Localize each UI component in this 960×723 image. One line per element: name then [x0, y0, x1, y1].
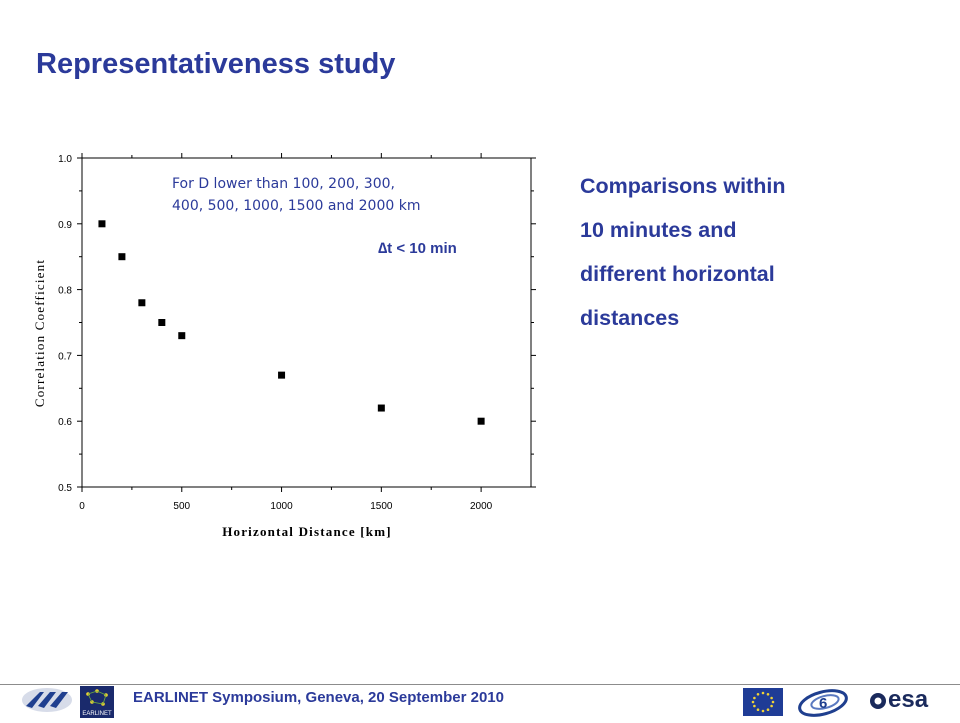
y-tick-label: 0.5 [58, 483, 72, 494]
esa-logo-label: esa [888, 686, 929, 713]
y-tick-label: 0.8 [58, 286, 72, 297]
x-axis-label: Horizontal Distance [km] [222, 524, 392, 539]
data-point [477, 417, 485, 425]
data-point [178, 332, 186, 340]
page-title: Representativeness study [36, 48, 396, 80]
data-point [98, 220, 106, 228]
x-tick-label: 500 [173, 501, 190, 512]
data-point [158, 319, 166, 326]
footer-divider [0, 684, 960, 685]
comparison-description: Comparisons within 10 minutes and differ… [580, 164, 900, 340]
footer-text: EARLINET Symposium, Geneva, 20 September… [133, 689, 504, 706]
annotation-line-2: 400, 500, 1000, 1500 and 2000 km [172, 198, 420, 214]
chart-points [98, 220, 485, 425]
x-tick-label: 1000 [270, 501, 293, 512]
eu-flag-icon [743, 688, 783, 716]
x-tick-label: 1500 [370, 501, 393, 512]
x-tick-label: 2000 [470, 501, 493, 512]
svg-text:6: 6 [819, 695, 827, 712]
earlinet-logo-icon: EARLINET [80, 686, 114, 718]
description-line-4: distances [580, 306, 680, 330]
y-tick-label: 1.0 [58, 154, 72, 165]
y-tick-label: 0.6 [58, 417, 72, 428]
ifu-logo-icon [22, 688, 72, 712]
description-line-1: Comparisons within [580, 174, 786, 198]
description-line-3: different horizontal [580, 262, 775, 286]
annotation-line-1: For D lower than 100, 200, 300, [172, 176, 395, 192]
esa-logo-icon: esa [868, 686, 940, 716]
fp7-swirl-logo-icon: 6 [798, 689, 848, 717]
y-tick-label: 0.7 [58, 351, 72, 362]
data-point [278, 371, 286, 379]
earlinet-logo-label: EARLINET [82, 711, 112, 717]
y-axis-label: Correlation Coefficient [32, 259, 47, 407]
x-tick-label: 0 [79, 501, 85, 512]
annotation-delta-t: ∆t < 10 min [378, 240, 457, 257]
chart-ticks: 0 500 1000 1500 2000 0.5 0.6 0.7 0.8 0.9 1.0 [58, 153, 536, 512]
data-point [118, 253, 126, 261]
description-line-2: 10 minutes and [580, 218, 737, 242]
y-tick-label: 0.9 [58, 220, 72, 231]
data-point [377, 404, 385, 412]
data-point [138, 299, 146, 307]
